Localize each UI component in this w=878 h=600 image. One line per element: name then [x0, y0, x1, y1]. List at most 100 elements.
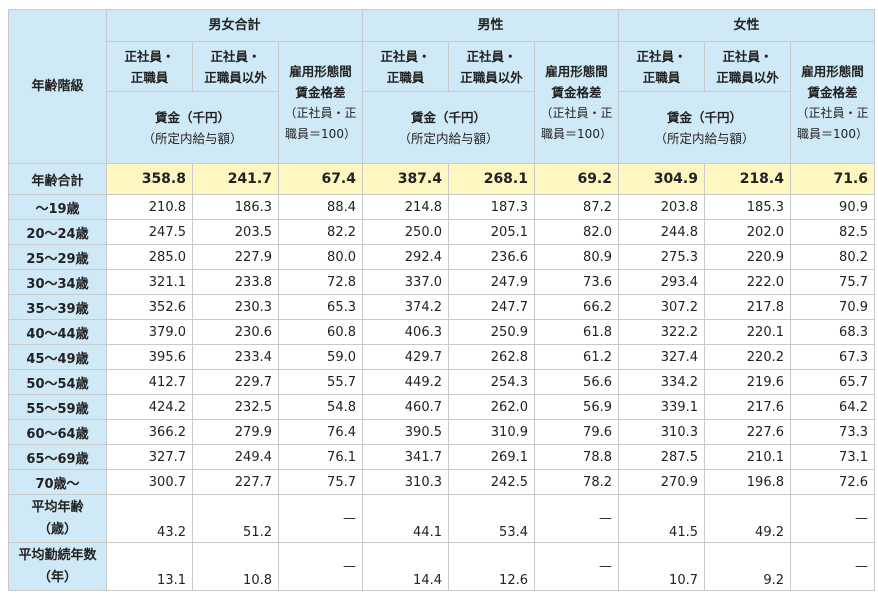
- table-cell: 82.5: [790, 219, 875, 245]
- table-cell: 78.2: [534, 469, 619, 495]
- row-label: 平均年齢 （歳）: [8, 494, 107, 543]
- table-row: 35～39歳 352.6 230.3 65.3 374.2 247.7 66.2 307.2 2…: [8, 294, 875, 320]
- table-cell: 218.4: [704, 163, 791, 195]
- row-label: 70歳～: [8, 469, 107, 495]
- row-label: 40～44歳: [8, 319, 107, 345]
- table-cell: 406.3: [362, 319, 449, 345]
- table-cell: 220.9: [704, 244, 791, 270]
- row-label: 50～54歳: [8, 369, 107, 395]
- group-header-male: 男性: [362, 9, 619, 42]
- table-cell: 270.9: [618, 469, 705, 495]
- table-cell: 300.7: [106, 469, 193, 495]
- table-row: 50～54歳 412.7 229.7 55.7 449.2 254.3 56.6 334.2 2…: [8, 369, 875, 395]
- table-cell: 247.5: [106, 219, 193, 245]
- row-label: 25～29歳: [8, 244, 107, 270]
- table-cell: 327.4: [618, 344, 705, 370]
- col-header-line: 正職員: [642, 69, 681, 85]
- table-cell: 203.5: [192, 219, 279, 245]
- col-header-regular-total: 正社員・ 正職員: [106, 41, 193, 92]
- col-header-line: 正職員以外: [204, 69, 267, 85]
- table-cell: 14.4: [362, 542, 449, 591]
- table-cell: —: [534, 542, 619, 591]
- table-cell: 220.1: [704, 319, 791, 345]
- col-header-wage-gap-male: 雇用形態間 賃金格差 （正社員・正 職員＝100）: [534, 41, 619, 164]
- table-cell: 222.0: [704, 269, 791, 295]
- table-cell: 88.4: [278, 194, 363, 220]
- table-cell: 310.9: [448, 419, 535, 445]
- col-header-line: 正職員: [130, 69, 169, 85]
- table-cell: 366.2: [106, 419, 193, 445]
- table-cell: 387.4: [362, 163, 449, 195]
- table-row: 45～49歳 395.6 233.4 59.0 429.7 262.8 61.2 327.4 2…: [8, 344, 875, 370]
- table-cell: 73.6: [534, 269, 619, 295]
- table-cell: 87.2: [534, 194, 619, 220]
- table-cell: —: [534, 494, 619, 543]
- table-cell: 60.8: [278, 319, 363, 345]
- table-cell: 233.4: [192, 344, 279, 370]
- col-header-nonregular-female: 正社員・ 正職員以外: [704, 41, 791, 92]
- table-cell: 82.0: [534, 219, 619, 245]
- table-cell: 229.7: [192, 369, 279, 395]
- table-cell: 334.2: [618, 369, 705, 395]
- col-header-line: 正社員・: [466, 48, 517, 64]
- table-cell: 232.5: [192, 394, 279, 420]
- table-cell: 185.3: [704, 194, 791, 220]
- table-row: 40～44歳 379.0 230.6 60.8 406.3 250.9 61.8 322.2 2…: [8, 319, 875, 345]
- table-row: ～19歳 210.8 186.3 88.4 214.8 187.3 87.2 203.8 185…: [8, 194, 875, 220]
- col-header-wage-gap-total: 雇用形態間 賃金格差 （正社員・正 職員＝100）: [278, 41, 363, 164]
- table-cell: 374.2: [362, 294, 449, 320]
- row-label: 平均勤続年数 （年）: [8, 542, 107, 591]
- table-cell: —: [278, 542, 363, 591]
- table-cell: 72.6: [790, 469, 875, 495]
- table-cell: 75.7: [278, 469, 363, 495]
- table-cell: 78.8: [534, 444, 619, 470]
- table-cell: 227.9: [192, 244, 279, 270]
- wage-table: 年齢階級 男女合計 男性 女性 正社員・ 正職員 正社員・ 正職員以外 雇用形態間 賃金格…: [8, 9, 875, 591]
- col-header-line: 賃金格差: [551, 84, 602, 100]
- table-cell: 69.2: [534, 163, 619, 195]
- table-cell: 233.8: [192, 269, 279, 295]
- table-cell: 249.4: [192, 444, 279, 470]
- table-row: 25～29歳 285.0 227.9 80.0 292.4 236.6 80.9 275.3 2…: [8, 244, 875, 270]
- table-cell: 76.4: [278, 419, 363, 445]
- table-cell: 321.1: [106, 269, 193, 295]
- table-cell: 9.2: [704, 542, 791, 591]
- table-cell: 247.7: [448, 294, 535, 320]
- table-cell: 202.0: [704, 219, 791, 245]
- table-row: 70歳～ 300.7 227.7 75.7 310.3 242.5 78.2 270.9 196…: [8, 469, 875, 495]
- table-cell: 79.6: [534, 419, 619, 445]
- table-cell: —: [278, 494, 363, 543]
- col-header-line: （所定内給与額）: [142, 130, 243, 146]
- table-cell: 424.2: [106, 394, 193, 420]
- table-cell: 66.2: [534, 294, 619, 320]
- col-header-line: 賃金格差: [807, 84, 858, 100]
- group-header-total: 男女合計: [106, 9, 363, 42]
- table-row: 60～64歳 366.2 279.9 76.4 390.5 310.9 79.6 310.3 2…: [8, 419, 875, 445]
- table-cell: 327.7: [106, 444, 193, 470]
- table-cell: 250.0: [362, 219, 449, 245]
- table-cell: 244.8: [618, 219, 705, 245]
- table-cell: 268.1: [448, 163, 535, 195]
- table-cell: 352.6: [106, 294, 193, 320]
- table-cell: 210.1: [704, 444, 791, 470]
- col-header-line: 賃金格差: [295, 84, 346, 100]
- col-header-line: 賃金（千円）: [410, 109, 486, 125]
- table-cell: 75.7: [790, 269, 875, 295]
- table-cell: 262.8: [448, 344, 535, 370]
- table-row-footer: 平均年齢 （歳） 43.2 51.2—44.1 53.4—41.5 49.2—: [8, 494, 875, 543]
- col-header-line: 正社員・: [380, 48, 431, 64]
- row-label: 55～59歳: [8, 394, 107, 420]
- table-cell: 379.0: [106, 319, 193, 345]
- wage-table-container: 年齢階級 男女合計 男性 女性 正社員・ 正職員 正社員・ 正職員以外 雇用形態間 賃金格…: [8, 9, 875, 591]
- table-cell: 292.4: [362, 244, 449, 270]
- table-cell: 227.7: [192, 469, 279, 495]
- col-header-wage-total: 賃金（千円） （所定内給与額）: [106, 91, 279, 164]
- table-cell: 275.3: [618, 244, 705, 270]
- col-header-line: 雇用形態間: [545, 63, 608, 79]
- table-cell: 53.4: [448, 494, 535, 543]
- col-header-wage-gap-female: 雇用形態間 賃金格差 （正社員・正 職員＝100）: [790, 41, 875, 164]
- table-cell: 293.4: [618, 269, 705, 295]
- table-cell: 269.1: [448, 444, 535, 470]
- table-cell: 10.8: [192, 542, 279, 591]
- table-cell: 210.8: [106, 194, 193, 220]
